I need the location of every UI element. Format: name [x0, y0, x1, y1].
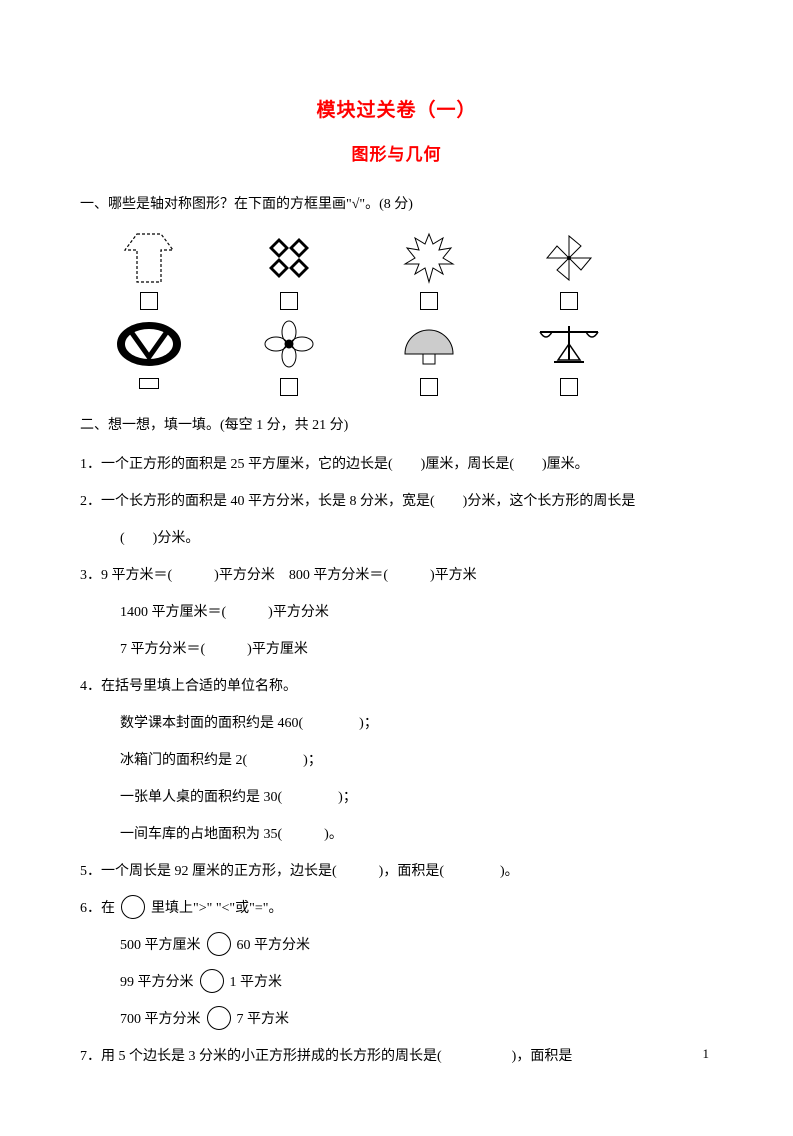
question-4d: 一张单人桌的面积约是 30( )； — [80, 780, 713, 815]
section-1-heading: 一、哪些是轴对称图形？在下面的方框里画"√"。(8 分) — [80, 187, 713, 222]
question-4e: 一间车库的占地面积为 35( )。 — [80, 817, 713, 852]
circle-blank-icon[interactable] — [121, 895, 145, 919]
question-6c: 500 平方厘米 60 平方分米 — [80, 928, 713, 963]
question-6e: 700 平方分米 7 平方米 — [80, 1002, 713, 1037]
checkbox-1[interactable] — [140, 292, 158, 310]
question-2b: ( )分米。 — [80, 521, 713, 556]
dome-shape-icon — [394, 316, 464, 372]
question-4a: 4．在括号里填上合适的单位名称。 — [80, 669, 713, 704]
diamond-pattern-icon — [254, 230, 324, 286]
circle-blank-icon[interactable] — [207, 1006, 231, 1030]
q6d-right: 1 平方米 — [230, 975, 283, 990]
car-logo-oval-icon — [114, 316, 184, 372]
question-6a-post: 里填上">" "<"或"="。 — [151, 901, 282, 916]
shapes-row-2 — [80, 312, 713, 398]
question-3c: 7 平方分米＝( )平方厘米 — [80, 632, 713, 667]
question-6a-pre: 6．在 — [80, 901, 115, 916]
pinwheel-icon — [534, 230, 604, 286]
scale-balance-icon — [534, 316, 604, 372]
question-6a: 6．在 里填上">" "<"或"="。 — [80, 891, 713, 926]
question-6d: 99 平方分米 1 平方米 — [80, 965, 713, 1000]
maple-leaf-icon — [394, 230, 464, 286]
title-sub: 图形与几何 — [80, 140, 713, 165]
q6d-left: 99 平方分米 — [120, 975, 194, 990]
checkbox-8[interactable] — [560, 378, 578, 396]
hexagon-dashed-icon — [114, 230, 184, 286]
q6c-right: 60 平方分米 — [237, 938, 311, 953]
question-7: 7．用 5 个边长是 3 分米的小正方形拼成的长方形的周长是( )，面积是 — [80, 1039, 713, 1074]
checkbox-2[interactable] — [280, 292, 298, 310]
question-2a: 2．一个长方形的面积是 40 平方分米，长是 8 分米，宽是( )分米，这个长方… — [80, 484, 713, 519]
question-1: 1．一个正方形的面积是 25 平方厘米，它的边长是( )厘米，周长是( )厘米。 — [80, 447, 713, 482]
question-3a: 3．9 平方米＝( )平方分米 800 平方分米＝( )平方米 — [80, 558, 713, 593]
title-main: 模块过关卷（一） — [80, 95, 713, 122]
checkbox-5[interactable] — [139, 378, 159, 389]
checkbox-4[interactable] — [560, 292, 578, 310]
q6c-left: 500 平方厘米 — [120, 938, 201, 953]
q6e-right: 7 平方米 — [237, 1012, 290, 1027]
question-4b: 数学课本封面的面积约是 460( )； — [80, 706, 713, 741]
question-3b: 1400 平方厘米＝( )平方分米 — [80, 595, 713, 630]
circle-blank-icon[interactable] — [207, 932, 231, 956]
question-5: 5．一个周长是 92 厘米的正方形，边长是( )，面积是( )。 — [80, 854, 713, 889]
question-4c: 冰箱门的面积约是 2( )； — [80, 743, 713, 778]
checkbox-3[interactable] — [420, 292, 438, 310]
page-number: 1 — [703, 1046, 710, 1062]
flower-4petal-icon — [254, 316, 324, 372]
checkbox-7[interactable] — [420, 378, 438, 396]
shapes-row-1 — [80, 226, 713, 312]
q6e-left: 700 平方分米 — [120, 1012, 201, 1027]
circle-blank-icon[interactable] — [200, 969, 224, 993]
section-2-heading: 二、想一想，填一填。(每空 1 分，共 21 分) — [80, 408, 713, 443]
checkbox-6[interactable] — [280, 378, 298, 396]
